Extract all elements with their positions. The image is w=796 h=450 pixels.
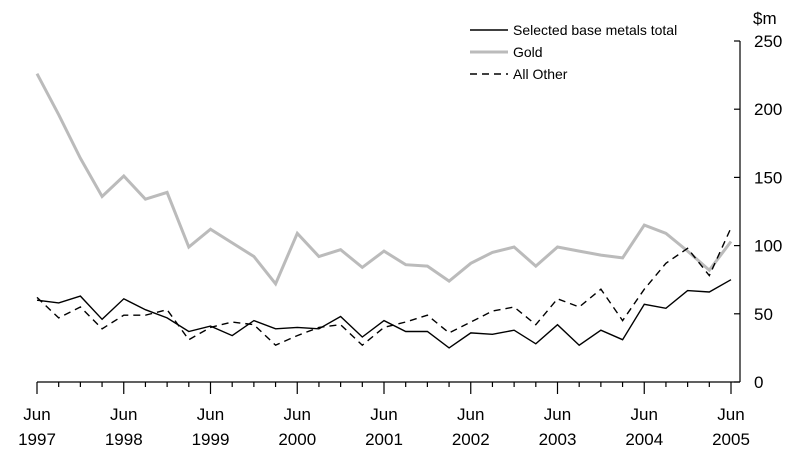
y-tick-label: 200 bbox=[754, 100, 782, 119]
y-tick-label: 50 bbox=[754, 305, 773, 324]
y-tick-label: 150 bbox=[754, 168, 782, 187]
legend-label: Gold bbox=[513, 44, 543, 60]
x-tick-label-month: Jun bbox=[23, 405, 50, 424]
legend-label: Selected base metals total bbox=[513, 22, 677, 38]
series-line-selected-base-metals-total bbox=[36, 279, 732, 349]
plot-area bbox=[35, 72, 733, 349]
x-axis: Jun 1997 Jun 1998 Jun 1999 Jun 2000 Jun 2001 Jun 20… bbox=[18, 382, 750, 449]
y-tick-label: 0 bbox=[754, 373, 763, 392]
x-tick-label-year: 2000 bbox=[278, 430, 316, 449]
y-tick-label: 100 bbox=[754, 237, 782, 256]
series-line-all-other bbox=[36, 227, 732, 347]
x-tick-label-year: 2005 bbox=[712, 430, 750, 449]
x-tick-label-year: 2002 bbox=[452, 430, 490, 449]
legend-label: All Other bbox=[513, 66, 568, 82]
x-tick-label-year: 2003 bbox=[539, 430, 577, 449]
legend: Selected base metals total Gold All Other bbox=[470, 22, 677, 82]
x-tick-label-year: 2004 bbox=[625, 430, 663, 449]
x-tick-label-month: Jun bbox=[284, 405, 311, 424]
x-tick-label-month: Jun bbox=[110, 405, 137, 424]
x-tick-label-month: Jun bbox=[370, 405, 397, 424]
x-tick-label-year: 1999 bbox=[192, 430, 230, 449]
x-tick-label-year: 2001 bbox=[365, 430, 403, 449]
x-tick-label-month: Jun bbox=[457, 405, 484, 424]
y-axis-unit-label: $m bbox=[753, 9, 777, 28]
series-line-gold bbox=[35, 72, 733, 287]
x-tick-label-month: Jun bbox=[717, 405, 744, 424]
x-tick-label-month: Jun bbox=[631, 405, 658, 424]
x-tick-label-year: 1997 bbox=[18, 430, 56, 449]
x-tick-label-month: Jun bbox=[197, 405, 224, 424]
x-tick-label-year: 1998 bbox=[105, 430, 143, 449]
x-tick-label-month: Jun bbox=[544, 405, 571, 424]
y-tick-label: 250 bbox=[754, 32, 782, 51]
y-axis: 0 50 100 150 200 250 bbox=[734, 32, 782, 392]
